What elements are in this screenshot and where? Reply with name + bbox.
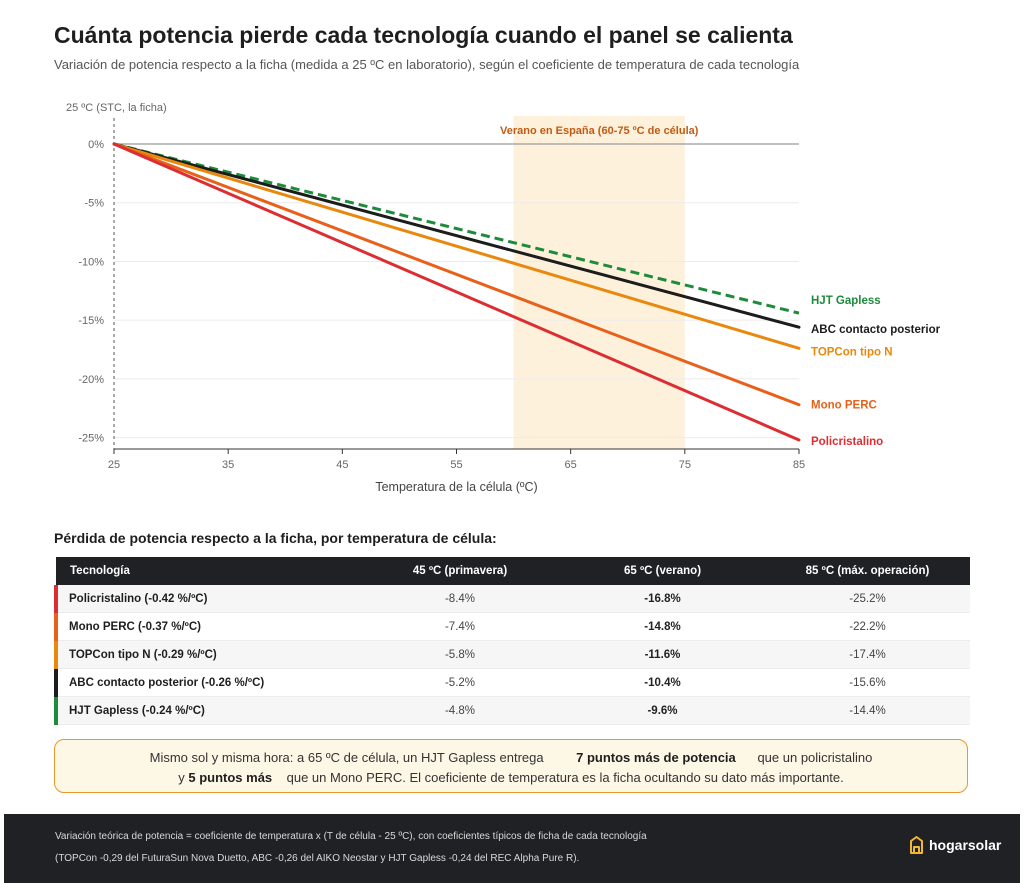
x-tick-label: 75 — [679, 459, 691, 471]
column-header-technology: Tecnología — [56, 557, 360, 585]
series-label: Mono PERC — [811, 400, 877, 412]
value-85c: -25.2% — [765, 585, 970, 613]
value-45c: -8.4% — [360, 585, 560, 613]
table-row: Policristalino (-0.42 %/ºC) -8.4% -16.8%… — [54, 585, 970, 613]
house-icon — [910, 836, 923, 854]
value-85c: -17.4% — [765, 640, 970, 669]
callout-text: que un policristalino — [757, 750, 873, 765]
callout-text: y — [178, 770, 185, 785]
line-chart: Verano en España (60-75 ºC de célula) 0% -… — [66, 102, 941, 494]
technology-cell: HJT Gapless (-0.24 %/ºC) — [54, 696, 360, 725]
x-tick-label: 85 — [793, 459, 805, 471]
value-65c: -14.8% — [560, 612, 765, 641]
technology-cell: TOPCon tipo N (-0.29 %/ºC) — [54, 640, 360, 669]
y-tick-label: 0% — [88, 139, 104, 151]
summer-band — [513, 116, 685, 449]
series-line — [112, 142, 801, 350]
summary-callout: Mismo sol y misma hora: a 65 ºC de célul… — [54, 739, 968, 793]
value-65c: -11.6% — [560, 640, 765, 669]
y-tick-label: -20% — [78, 374, 104, 386]
value-45c: -7.4% — [360, 612, 560, 641]
callout-text: que un Mono PERC. El coeficiente de temp… — [286, 770, 844, 785]
series-label: ABC contacto posterior — [811, 324, 941, 336]
chart-subtitle: Variación de potencia respecto a la fich… — [54, 57, 800, 72]
x-tick-label: 45 — [336, 459, 348, 471]
table-title: Pérdida de potencia respecto a la ficha,… — [54, 530, 497, 546]
series-label: Policristalino — [811, 436, 883, 448]
callout-highlight: 7 puntos más de potencia — [576, 750, 736, 765]
logo-text: hogarsolar — [929, 837, 1002, 853]
table-row: HJT Gapless (-0.24 %/ºC) -4.8% -9.6% -14… — [54, 696, 970, 725]
value-85c: -22.2% — [765, 612, 970, 641]
series-line — [113, 142, 800, 315]
column-header-45c: 45 ºC (primavera) — [360, 557, 560, 585]
column-header-65c: 65 ºC (verano) — [560, 557, 765, 585]
technology-cell: ABC contacto posterior (-0.26 %/ºC) — [54, 668, 360, 697]
technology-cell: Policristalino (-0.42 %/ºC) — [54, 585, 360, 613]
reference-label: 25 ºC (STC, la ficha) — [66, 102, 167, 114]
table-row: TOPCon tipo N (-0.29 %/ºC) -5.8% -11.6% … — [54, 640, 970, 669]
value-45c: -4.8% — [360, 696, 560, 725]
table-row: ABC contacto posterior (-0.26 %/ºC) -5.2… — [54, 668, 970, 697]
footer: Variación teórica de potencia = coeficie… — [4, 814, 1020, 883]
callout-line-2: y 5 puntos más que un Mono PERC. El coef… — [55, 770, 967, 785]
callout-line-1: Mismo sol y misma hora: a 65 ºC de célul… — [55, 750, 967, 765]
value-85c: -14.4% — [765, 696, 970, 725]
callout-highlight: 5 puntos más — [188, 770, 273, 785]
brand-logo: hogarsolar — [910, 836, 1001, 854]
y-tick-label: -15% — [78, 315, 104, 327]
y-tick-label: -10% — [78, 256, 104, 268]
value-45c: -5.8% — [360, 640, 560, 669]
callout-text: Mismo sol y misma hora: a 65 ºC de célul… — [149, 750, 544, 765]
series-label: HJT Gapless — [811, 295, 881, 307]
y-tick-label: -25% — [78, 433, 104, 445]
column-header-85c: 85 ºC (máx. operación) — [765, 557, 970, 585]
value-65c: -10.4% — [560, 668, 765, 697]
value-65c: -16.8% — [560, 585, 765, 613]
x-tick-label: 35 — [222, 459, 234, 471]
x-tick-label: 65 — [565, 459, 577, 471]
y-tick-label: -5% — [84, 198, 104, 210]
x-tick-label: 55 — [450, 459, 462, 471]
series-line — [112, 142, 801, 407]
footer-note: (TOPCon -0,29 del FuturaSun Nova Duetto,… — [55, 853, 580, 864]
x-tick-label: 25 — [108, 459, 120, 471]
summer-band-label: Verano en España (60-75 ºC de célula) — [500, 125, 699, 137]
chart-title: Cuánta potencia pierde cada tecnología c… — [54, 22, 793, 48]
value-45c: -5.2% — [360, 668, 560, 697]
series-line — [112, 142, 801, 329]
footer-note: Variación teórica de potencia = coeficie… — [55, 831, 647, 842]
value-85c: -15.6% — [765, 668, 970, 697]
technology-cell: Mono PERC (-0.37 %/ºC) — [54, 612, 360, 641]
x-axis-label: Temperatura de la célula (ºC) — [375, 480, 537, 494]
series-line — [112, 142, 801, 442]
loss-table: Tecnología 45 ºC (primavera) 65 ºC (vera… — [54, 557, 970, 725]
table-header-row: Tecnología 45 ºC (primavera) 65 ºC (vera… — [56, 557, 970, 585]
table-row: Mono PERC (-0.37 %/ºC) -7.4% -14.8% -22.… — [54, 612, 970, 641]
series-label: TOPCon tipo N — [811, 346, 893, 358]
value-65c: -9.6% — [560, 696, 765, 725]
